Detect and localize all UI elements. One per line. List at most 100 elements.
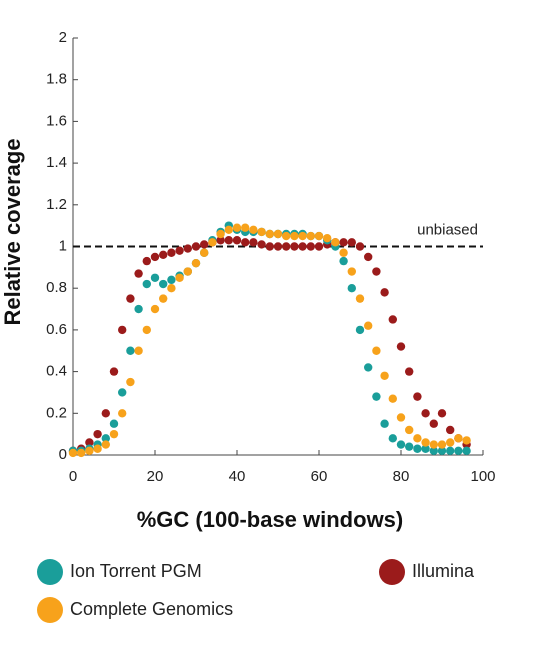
data-point [241,223,250,232]
data-point [364,252,373,262]
data-point [405,442,414,451]
data-point [68,448,78,458]
data-point [216,229,225,239]
data-point [421,444,430,453]
data-point [126,294,135,303]
data-point [150,252,160,262]
data-point [372,346,381,355]
data-point [446,425,455,435]
data-point [323,233,332,243]
data-point [232,236,242,245]
y-tick-label: 1.4 [46,154,67,171]
data-point [282,242,291,251]
data-point [380,419,389,428]
data-point [314,242,324,251]
y-axis-title: Relative coverage [0,138,25,325]
data-point [339,248,348,257]
data-point [85,446,94,456]
y-tick-label: 1.6 [46,112,67,129]
data-point [388,394,397,403]
data-point [298,242,307,251]
y-tick-label: 1 [59,237,67,254]
data-point [380,371,389,380]
data-point [462,436,471,445]
x-tick-label: 40 [229,468,246,485]
data-point [290,242,299,251]
data-point [142,325,151,335]
data-point [216,236,225,245]
data-point [232,223,242,232]
data-point [364,363,373,372]
data-point [208,238,217,247]
data-point [142,256,151,266]
data-point [355,294,365,303]
y-tick-label: 0 [59,446,67,463]
data-point [101,434,111,443]
data-point [249,238,258,247]
x-tick-label: 80 [393,468,410,485]
data-point [183,267,192,276]
data-point [314,231,324,241]
data-point [126,346,135,355]
data-point [224,236,233,245]
data-point [257,240,266,249]
data-point [273,242,283,251]
data-point [109,419,119,428]
data-point [224,225,233,235]
data-point [454,446,463,456]
data-point [396,342,406,351]
data-point [347,284,356,293]
y-tick-label: 0.8 [46,279,67,296]
data-point [118,388,127,397]
data-point [347,267,356,276]
data-point [159,294,168,303]
data-point [396,440,406,449]
data-point [413,444,422,453]
data-point [421,409,430,418]
reference-label: unbiased [417,221,478,238]
x-tick-label: 60 [311,468,328,485]
data-point [282,231,291,241]
data-point [273,229,283,239]
data-point [405,425,414,435]
data-point [429,446,438,456]
data-point [396,413,406,422]
data-point [93,429,102,439]
data-point [454,434,463,443]
data-point [249,225,258,235]
legend-marker [37,559,63,585]
data-point [134,269,143,278]
data-point [241,238,250,247]
data-point [175,246,184,255]
legend-text: Illumina [412,561,475,581]
data-point [429,419,438,428]
data-point [257,227,266,237]
data-point [306,231,315,241]
y-tick-label: 0.6 [46,321,67,338]
data-point [101,409,111,418]
data-point [126,377,135,387]
data-point [380,288,389,297]
y-tick-label: 0.4 [46,363,67,380]
data-point [355,242,365,251]
data-point [183,244,192,253]
data-point [118,325,127,335]
data-point [200,240,209,249]
data-point [462,446,471,456]
data-point [388,434,397,443]
data-point [77,448,86,458]
data-point [167,275,176,285]
data-point [191,258,201,268]
data-point [142,279,151,289]
x-axis-title: %GC (100-base windows) [137,507,404,532]
y-tick-label: 1.8 [46,71,67,88]
data-point [437,446,447,456]
data-point [413,434,422,443]
data-point [109,367,119,376]
data-point [405,367,414,376]
x-tick-label: 100 [470,468,495,485]
data-point [85,438,94,447]
data-point [134,304,143,314]
data-point [372,267,381,276]
data-point [191,242,201,251]
